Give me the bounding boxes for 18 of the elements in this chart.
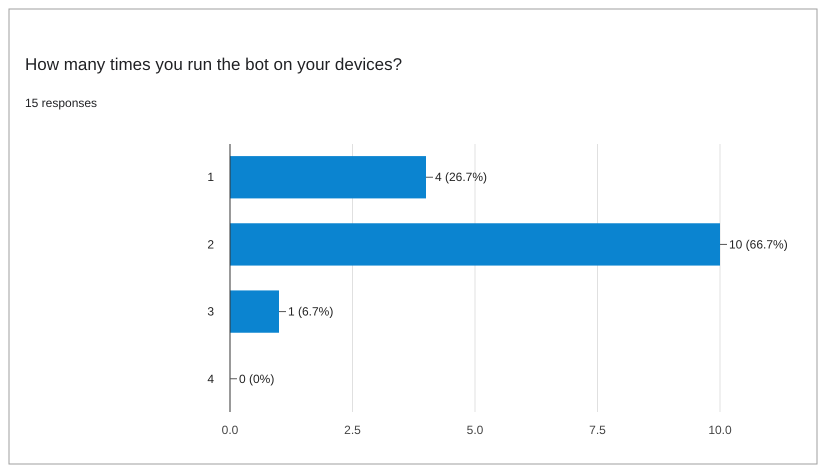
x-tick-label: 0.0 <box>222 423 239 437</box>
bar <box>230 290 279 333</box>
x-tick-label: 10.0 <box>708 423 732 437</box>
y-tick-label: 3 <box>207 304 214 319</box>
x-tick-label: 2.5 <box>344 423 362 437</box>
y-tick-label: 1 <box>207 170 214 184</box>
chart-title: How many times you run the bot on your devices? <box>25 55 402 74</box>
data-label: 10 (66.7%) <box>729 237 788 252</box>
bar <box>230 223 720 266</box>
y-tick-label: 2 <box>207 237 214 252</box>
bar <box>230 156 426 198</box>
y-tick-label: 4 <box>207 372 214 386</box>
text: 15 responses <box>25 96 98 110</box>
data-label: 1 (6.7%) <box>288 304 334 319</box>
data-label: 0 (0%) <box>239 372 274 386</box>
data-label: 4 (26.7%) <box>435 170 488 184</box>
x-tick-label: 7.5 <box>589 423 606 437</box>
x-tick-label: 5.0 <box>466 423 484 437</box>
